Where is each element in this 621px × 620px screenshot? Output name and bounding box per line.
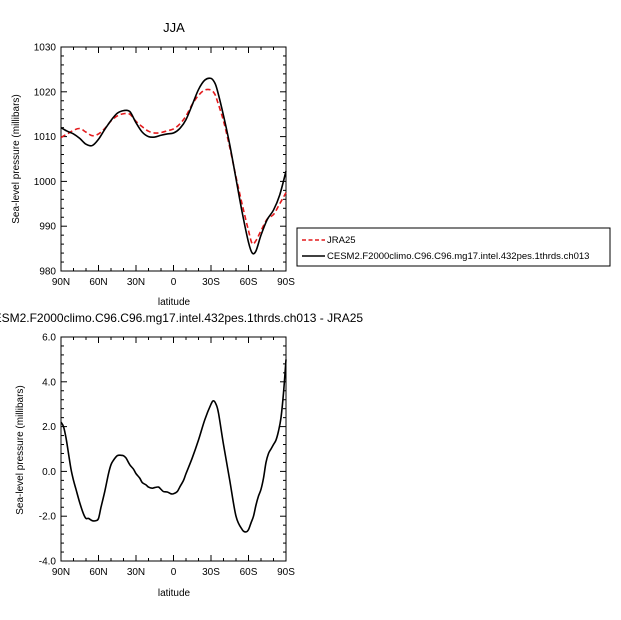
x-tick-label: 0 bbox=[171, 277, 177, 288]
top-chart: JJA 90N 60N 30N 0 30S 60S 90S 980 990 1000 1010 102… bbox=[11, 20, 295, 308]
y-tick-label: -2.0 bbox=[39, 512, 57, 523]
series-line-1-0 bbox=[60, 359, 287, 533]
y-tick-label: 6.0 bbox=[42, 333, 56, 344]
x-tick-label: 30S bbox=[202, 277, 220, 288]
x-tick-label: 90N bbox=[52, 277, 70, 288]
plot-frame bbox=[60, 336, 287, 562]
top-plot-area: 90N 60N 30N 0 30S 60S 90S 980 990 1000 1010 1020 103… bbox=[34, 43, 295, 289]
plot-frame bbox=[60, 46, 287, 272]
legend-label-jra25: JRA25 bbox=[327, 235, 356, 246]
top-chart-title: JJA bbox=[163, 20, 185, 35]
legend-label-cesm2: CESM2.F2000climo.C96.C96.mg17.intel.432p… bbox=[327, 251, 589, 262]
y-tick-label: 990 bbox=[39, 222, 56, 233]
y-tick-label: 1010 bbox=[34, 132, 57, 143]
x-tick-label: 60S bbox=[240, 567, 258, 578]
y-tick-label: 4.0 bbox=[42, 377, 56, 388]
x-tick-label: 90S bbox=[277, 567, 295, 578]
y-tick-label: 0.0 bbox=[42, 467, 56, 478]
x-tick-label: 90S bbox=[277, 277, 295, 288]
x-tick-label: 30N bbox=[127, 277, 145, 288]
y-tick-label: 1020 bbox=[34, 87, 57, 98]
bottom-chart-title: CESM2.F2000climo.C96.C96.mg17.intel.432p… bbox=[0, 311, 363, 325]
y-tick-label: 980 bbox=[39, 267, 56, 278]
x-tick-label: 30N bbox=[127, 567, 145, 578]
series-line-0-1 bbox=[60, 77, 287, 255]
x-tick-label: 30S bbox=[202, 567, 220, 578]
x-tick-label: 60S bbox=[240, 277, 258, 288]
x-tick-label: 90N bbox=[52, 567, 70, 578]
top-chart-xlabel: latitude bbox=[158, 297, 191, 308]
legend: JRA25 CESM2.F2000climo.C96.C96.mg17.inte… bbox=[296, 227, 611, 267]
y-tick-label: 2.0 bbox=[42, 422, 56, 433]
legend-box bbox=[296, 227, 611, 267]
x-tick-label: 0 bbox=[171, 567, 177, 578]
y-tick-label: 1000 bbox=[34, 177, 57, 188]
bottom-chart-xlabel: latitude bbox=[158, 588, 191, 599]
series-line-0-0 bbox=[60, 88, 287, 245]
bottom-chart: CESM2.F2000climo.C96.C96.mg17.intel.432p… bbox=[0, 311, 363, 599]
x-tick-label: 60N bbox=[89, 277, 107, 288]
top-chart-ylabel: Sea-level pressure (millibars) bbox=[11, 94, 22, 223]
y-tick-label: -4.0 bbox=[39, 557, 57, 568]
bottom-plot-area: 90N 60N 30N 0 30S 60S 90S -4.0 -2.0 0.0 2.0 4.0 6.0 bbox=[39, 333, 295, 579]
x-tick-label: 60N bbox=[89, 567, 107, 578]
y-tick-label: 1030 bbox=[34, 43, 57, 54]
bottom-chart-ylabel: Sea-level pressure (millibars) bbox=[15, 385, 26, 514]
